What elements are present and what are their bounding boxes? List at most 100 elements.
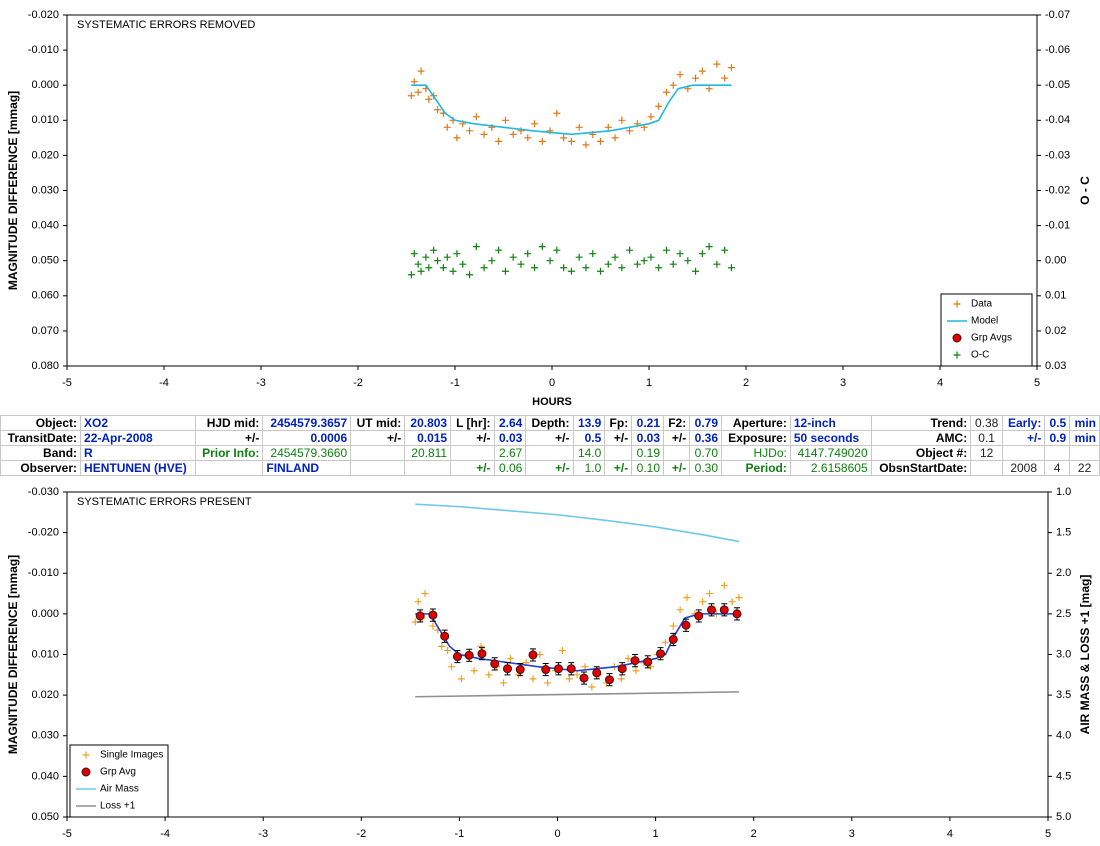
point xyxy=(425,264,433,272)
point xyxy=(582,141,590,149)
point xyxy=(661,638,669,646)
table-cell: 0.19 xyxy=(631,445,665,461)
x-tick-label: -1 xyxy=(450,377,460,389)
table-cell: 0.36 xyxy=(689,430,723,446)
x-tick-label: 3 xyxy=(840,377,846,389)
x-tick-label: -1 xyxy=(455,828,465,840)
point xyxy=(728,598,736,606)
y2-tick-label: -0.06 xyxy=(1045,44,1070,56)
table-cell: R xyxy=(80,445,196,461)
table-cell: 14.0 xyxy=(572,445,606,461)
point xyxy=(575,123,583,131)
point xyxy=(604,260,612,268)
point xyxy=(452,652,462,662)
point xyxy=(713,60,721,68)
table-cell xyxy=(194,460,264,476)
point xyxy=(560,134,568,142)
x-tick-label: 4 xyxy=(937,377,943,389)
point xyxy=(410,78,418,86)
x-axis-title: HOURS xyxy=(532,396,572,408)
x-tick-label: 5 xyxy=(1034,377,1040,389)
point xyxy=(429,622,437,630)
point xyxy=(541,665,551,675)
point xyxy=(438,642,446,650)
table-cell: 20.811 xyxy=(404,445,452,461)
point xyxy=(515,665,525,675)
y-tick-label: 0.020 xyxy=(31,149,59,161)
table-cell: UT mid: xyxy=(350,415,406,431)
table-cell xyxy=(404,460,452,476)
y-tick-label: -0.020 xyxy=(28,527,59,539)
legend-label: Data xyxy=(971,299,993,310)
table-row: Band: R Prior Info: 2454579.3660 20.811 2.67 1… xyxy=(0,445,1100,461)
legend-label: Air Mass xyxy=(100,784,139,795)
point xyxy=(565,675,573,683)
point xyxy=(434,257,442,265)
legend xyxy=(940,293,1033,367)
table-cell: 22 xyxy=(1069,460,1100,476)
point xyxy=(443,123,451,131)
legend-swatch xyxy=(952,333,962,343)
y2-tick-label: 3.5 xyxy=(1056,689,1071,701)
y-tick-label: 0.010 xyxy=(31,648,59,660)
point xyxy=(464,650,474,660)
table-cell xyxy=(350,460,406,476)
point xyxy=(692,267,700,275)
x-tick-label: -4 xyxy=(159,377,169,389)
point xyxy=(453,134,461,142)
table-cell: TransitDate: xyxy=(0,430,82,446)
table-cell xyxy=(1002,445,1046,461)
table-cell xyxy=(970,460,1004,476)
table-cell: 0.5 xyxy=(572,430,606,446)
y2-tick-label: -0.05 xyxy=(1045,79,1070,91)
y-tick-label: 0.030 xyxy=(31,184,59,196)
table-cell: 0.0006 xyxy=(262,430,352,446)
x-tick-label: 0 xyxy=(554,828,560,840)
legend-label: Single Images xyxy=(100,750,163,761)
y2-tick-label: 0.01 xyxy=(1045,290,1066,302)
table-cell: +/- xyxy=(604,430,633,446)
point xyxy=(566,664,576,674)
table-row: Object: XO2 HJD mid: 2454579.3657 UT mid: 20.… xyxy=(0,415,1100,431)
table-cell xyxy=(525,445,574,461)
table-cell: 0.5 xyxy=(1044,415,1071,431)
table-cell: 2.64 xyxy=(493,415,527,431)
point xyxy=(575,253,583,261)
point xyxy=(662,246,670,254)
y2-tick-label: 4.0 xyxy=(1056,730,1071,742)
table-cell: Observer: xyxy=(0,460,82,476)
legend-swatch xyxy=(82,751,90,759)
table-cell: 12 xyxy=(970,445,1004,461)
y-tick-label: 0.020 xyxy=(31,689,59,701)
y2-tick-label: -0.01 xyxy=(1045,220,1070,232)
point xyxy=(618,116,626,124)
y-tick-label: -0.010 xyxy=(28,567,59,579)
point xyxy=(457,675,465,683)
point xyxy=(597,137,604,145)
y2-tick-label: 0.03 xyxy=(1045,360,1066,372)
point xyxy=(676,606,684,614)
y2-tick-label: -0.03 xyxy=(1045,149,1070,161)
table-cell: AMC: xyxy=(870,430,972,446)
table-cell: 2.6158605 xyxy=(789,460,872,476)
point xyxy=(477,649,487,659)
point xyxy=(698,67,706,75)
x-tick-label: -2 xyxy=(353,377,363,389)
point xyxy=(684,257,692,265)
table-cell: 2008 xyxy=(1002,460,1046,476)
point xyxy=(694,611,704,621)
table-cell: 0.38 xyxy=(970,415,1004,431)
point xyxy=(727,64,735,72)
legend-label: O-C xyxy=(971,350,989,361)
table-cell: FINLAND xyxy=(262,460,352,476)
x-tick-label: -4 xyxy=(160,828,170,840)
point xyxy=(573,671,581,679)
point xyxy=(448,663,456,671)
point xyxy=(440,631,450,641)
table-cell: 0.10 xyxy=(631,460,665,476)
table-cell xyxy=(350,445,406,461)
legend-swatch xyxy=(953,300,961,308)
y2-tick-label: -0.04 xyxy=(1045,114,1070,126)
point xyxy=(490,659,500,669)
table-cell: 13.9 xyxy=(572,415,606,431)
